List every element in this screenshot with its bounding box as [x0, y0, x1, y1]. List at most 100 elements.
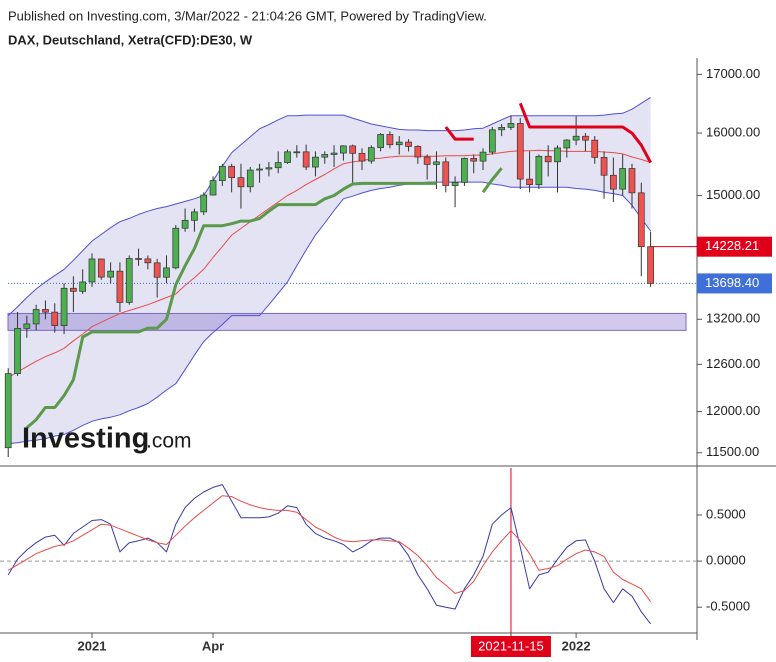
band-line	[8, 181, 652, 445]
candle-body	[488, 129, 496, 153]
y-tick-label: 12000.00	[706, 403, 760, 418]
candle-body	[191, 211, 198, 221]
x-tick-label: 2021-11-15	[478, 638, 544, 653]
candle-body	[228, 165, 235, 178]
candle-body	[302, 151, 310, 168]
candle-body	[321, 154, 329, 158]
candle-body	[423, 156, 431, 165]
candle-body	[526, 178, 533, 186]
candle-body	[610, 174, 617, 190]
crosshair-label-box	[470, 636, 551, 657]
candle-body	[23, 323, 31, 329]
price-label-box	[697, 236, 772, 257]
band-area	[8, 97, 651, 444]
candle-body	[405, 141, 412, 147]
y-tick-label: 0.0000	[706, 553, 746, 568]
candle-body	[32, 309, 40, 325]
candle-body	[246, 169, 254, 188]
candle-body	[70, 287, 77, 292]
candle-body	[218, 165, 226, 181]
candle-body	[265, 167, 273, 170]
candle-body	[591, 139, 599, 158]
candle-body	[535, 155, 543, 186]
candle-body	[414, 146, 422, 158]
candle-body	[442, 161, 450, 186]
candle-body	[554, 147, 561, 163]
candle-body	[386, 134, 394, 146]
watermark-suffix: .com	[146, 430, 192, 453]
candle-body	[51, 311, 59, 326]
y-tick-label: -0.5000	[706, 599, 750, 614]
candle-body	[237, 177, 245, 188]
candle-body	[107, 270, 114, 278]
candle-body	[125, 258, 133, 303]
watermark-brand: Investing	[22, 423, 149, 455]
band-line	[7, 96, 651, 316]
candle-body	[377, 134, 384, 148]
y-tick-label: 0.5000	[706, 506, 746, 521]
plot: 17000.00 16000.00 15000.00 13200.00 12600.00…	[0, 66, 772, 657]
candle-body	[200, 194, 208, 213]
oscillator-line	[7, 484, 651, 625]
x-tick-label: Apr	[202, 638, 224, 653]
candle-body	[97, 258, 105, 278]
y-tick-label: 16000.00	[706, 125, 760, 140]
x-tick-label: 2022	[562, 638, 591, 653]
candle-body	[628, 168, 636, 194]
trend-line	[444, 102, 652, 164]
candle-body	[563, 139, 571, 149]
y-tick-label: 15000.00	[706, 187, 760, 202]
candle-body	[330, 152, 338, 155]
candle-body	[479, 151, 487, 162]
candle-body	[116, 270, 124, 303]
candle-body	[153, 262, 161, 278]
published-note: Published on Investing.com, 3/Mar/2022 -…	[8, 8, 487, 23]
candle-body	[4, 373, 12, 449]
candle-body	[433, 161, 440, 165]
candle-body	[544, 155, 552, 163]
candle-body	[619, 168, 627, 190]
candle-body	[358, 152, 366, 162]
y-tick-label: 17000.00	[706, 66, 760, 81]
candle-body	[181, 219, 189, 229]
candle-body	[637, 192, 645, 248]
y-tick-label: 11500.00	[706, 444, 759, 459]
trend-line	[25, 167, 503, 429]
price-label: 13698.40	[705, 275, 759, 290]
candle-body	[172, 227, 180, 269]
price-label: 14228.21	[705, 238, 759, 253]
candle-body	[42, 309, 49, 313]
candle-body	[88, 258, 96, 283]
y-tick-label: 12600.00	[706, 356, 760, 371]
chart-title: DAX, Deutschland, Xetra(CFD):DE30, W	[8, 32, 253, 47]
candle-body	[507, 123, 515, 128]
candle-body	[293, 151, 301, 154]
candle-body	[647, 246, 654, 284]
y-tick-label: 13200.00	[706, 311, 760, 326]
candle-body	[274, 162, 282, 169]
candle-body	[340, 145, 347, 154]
price-label-box	[697, 273, 772, 294]
candle-body	[516, 123, 524, 180]
oscillator-line	[7, 495, 652, 602]
candle-body	[60, 287, 68, 326]
candle-body	[600, 157, 608, 176]
candle-body	[498, 127, 505, 131]
candle-body	[135, 258, 142, 260]
price-zone	[7, 312, 687, 331]
candle-body	[470, 158, 478, 162]
candle-body	[395, 141, 403, 146]
x-tick-label: 2021	[78, 638, 107, 653]
band-middle	[7, 149, 651, 378]
candle-body	[209, 180, 217, 196]
candle-body	[582, 135, 589, 141]
candle-body	[312, 156, 319, 168]
candle-body	[461, 158, 468, 183]
candle-body	[284, 151, 291, 163]
candle-body	[163, 267, 170, 278]
candle-body	[79, 281, 87, 292]
candle-body	[144, 258, 152, 264]
candle-body	[256, 168, 263, 171]
